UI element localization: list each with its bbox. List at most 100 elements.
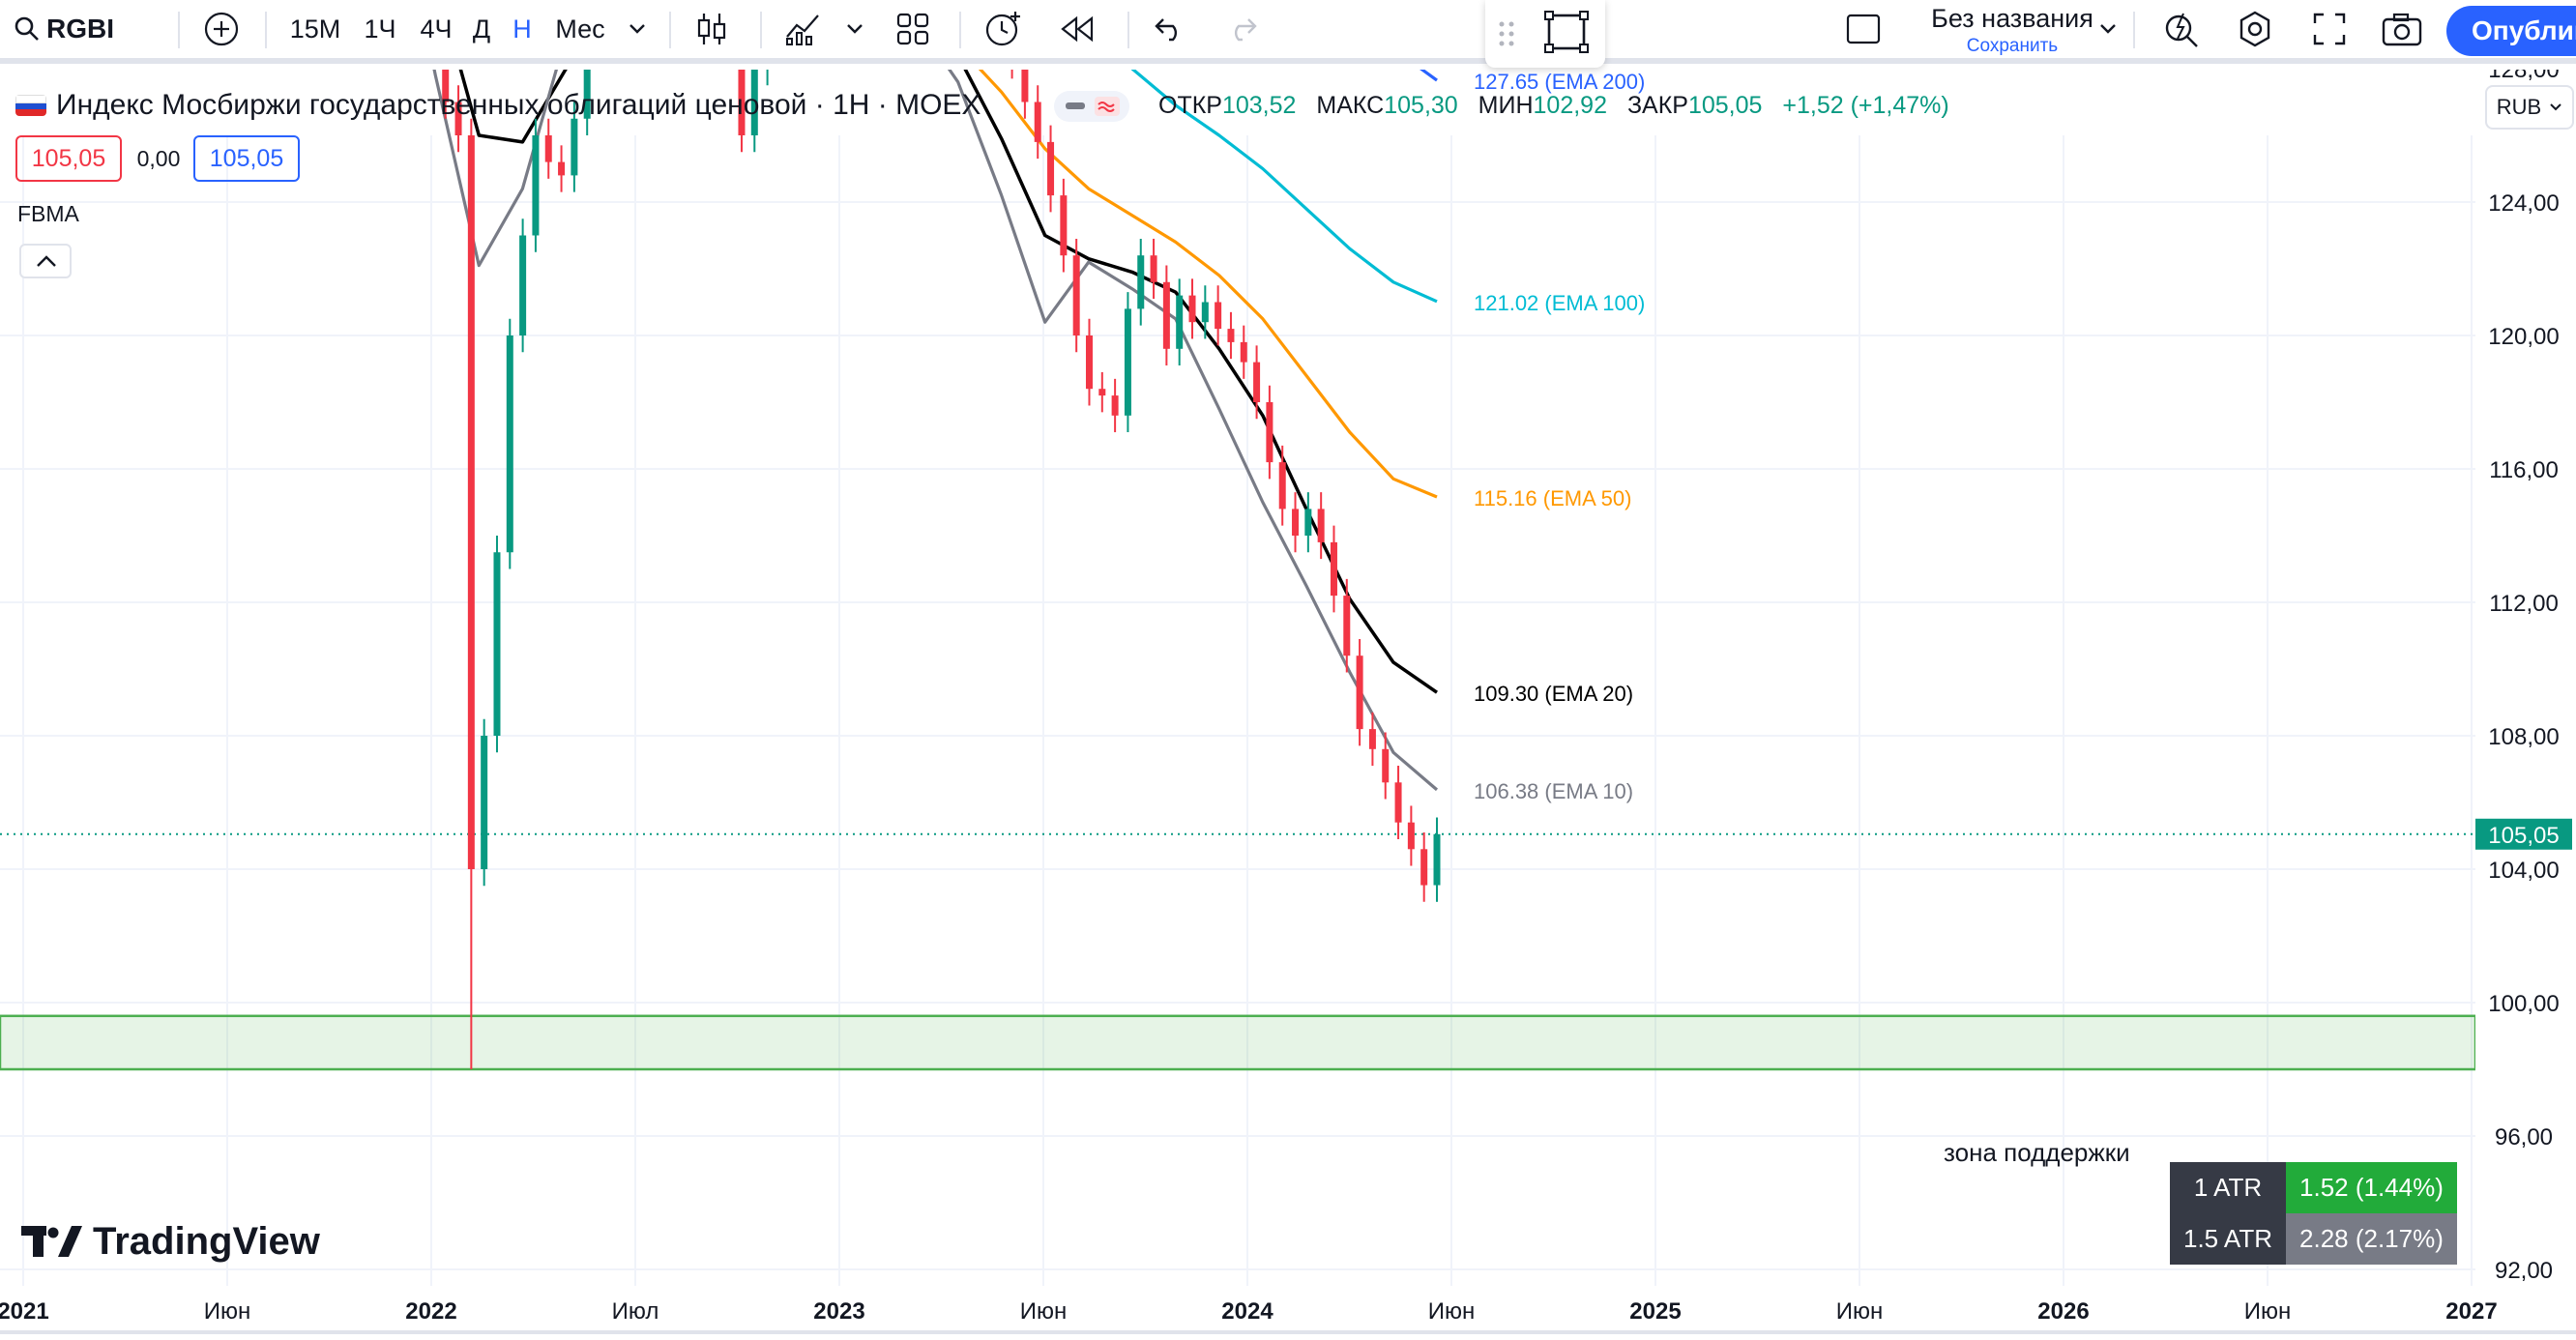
- ema-label: 106.38 (EMA 10): [1474, 779, 1633, 803]
- candle-body: [532, 135, 540, 236]
- fullscreen-button[interactable]: [2311, 0, 2348, 58]
- publish-button[interactable]: Опублик: [2446, 6, 2576, 56]
- layout-icon: [1846, 14, 1881, 44]
- price-tick-label: 128,00: [2488, 70, 2559, 83]
- candle-body: [1304, 509, 1312, 536]
- symbol-search-button[interactable]: RGBI: [14, 0, 120, 58]
- candle-body: [442, 70, 450, 102]
- layout-save-link[interactable]: Сохранить: [1966, 36, 2059, 56]
- tradingview-logo[interactable]: TradingView: [21, 1220, 320, 1264]
- low-value: 102,92: [1533, 92, 1607, 119]
- candle-body: [544, 135, 552, 162]
- candle-body: [1356, 655, 1363, 730]
- time-tick-label: Июн: [204, 1298, 251, 1325]
- candle-body: [1433, 833, 1441, 886]
- candle-body: [1047, 141, 1055, 196]
- timeframe-week[interactable]: Н: [512, 14, 532, 44]
- high-value: 105,30: [1384, 92, 1458, 119]
- timeframe-month[interactable]: Мес: [555, 14, 605, 44]
- candle-body: [493, 552, 501, 736]
- snapshot-button[interactable]: [2381, 0, 2423, 58]
- settings-button[interactable]: [2236, 0, 2274, 58]
- legend-toggle[interactable]: [1054, 91, 1129, 122]
- candle-body: [1124, 308, 1131, 416]
- timeframe-day[interactable]: Д: [472, 14, 491, 44]
- fullscreen-select-icon[interactable]: [1543, 10, 1590, 54]
- ema-lines[interactable]: [0, 70, 1439, 792]
- candle-body: [583, 70, 591, 119]
- support-zone[interactable]: [0, 1014, 2477, 1071]
- alert-button[interactable]: [982, 0, 1025, 58]
- redo-icon: [1234, 18, 1257, 42]
- candle-body: [750, 70, 758, 135]
- time-tick-label: 2024: [1221, 1298, 1273, 1325]
- indicator-name[interactable]: FBMA: [17, 201, 79, 226]
- time-tick-label: Июн: [1020, 1298, 1068, 1325]
- candle-body: [519, 235, 527, 335]
- price-tick-label: 124,00: [2488, 190, 2559, 217]
- candle-body: [1188, 295, 1196, 323]
- candle-body: [1098, 389, 1106, 396]
- change-value: +1,52 (+1,47%): [1782, 92, 1949, 119]
- floating-toolbar: [1485, 0, 1605, 68]
- indicators-dropdown[interactable]: [843, 0, 866, 58]
- buy-price-button[interactable]: 105,05: [193, 135, 300, 182]
- layout-name[interactable]: Без названия Сохранить: [1911, 4, 2114, 57]
- templates-button[interactable]: [893, 0, 932, 58]
- timeframe-4h[interactable]: 4Ч: [420, 14, 453, 44]
- chevron-down-icon: [2550, 103, 2561, 111]
- price-axis-bg: [2475, 135, 2576, 1286]
- candle-body: [1407, 822, 1415, 850]
- price-tick-label: 112,00: [2489, 591, 2559, 617]
- time-axis[interactable]: 2021 Июн 2022 Июл 2023 Июн 2024 Июн 2025 Июн 2026 И…: [0, 1298, 2498, 1325]
- indicators-dropdown-icon: [847, 24, 863, 34]
- candle-body: [1317, 509, 1325, 542]
- price-axis[interactable]: 92,00 96,00 100,00 104,00 108,00 112,00 116,00…: [2488, 70, 2559, 1284]
- redo-button[interactable]: [1224, 0, 1259, 58]
- alert-icon: [985, 12, 1020, 46]
- grid: [0, 135, 2475, 1286]
- replay-button[interactable]: [1058, 0, 1097, 58]
- collapse-legend-button[interactable]: [19, 244, 72, 278]
- legend-title: Индекс Мосбиржи государственных облигаци…: [56, 89, 981, 121]
- layout-dropdown[interactable]: [2096, 0, 2120, 58]
- sell-price-button[interactable]: 105,05: [15, 135, 122, 182]
- time-tick-label: 2027: [2445, 1298, 2497, 1325]
- candle-body: [1085, 335, 1093, 390]
- candles[interactable]: [5, 70, 1441, 1069]
- last-price-text: 105,05: [2488, 823, 2559, 849]
- atr-key: 1.5 ATR: [2170, 1213, 2287, 1265]
- replay-icon: [1061, 15, 1094, 43]
- quick-search-button[interactable]: [2162, 0, 2201, 58]
- timeframe-15m[interactable]: 15M: [289, 14, 341, 44]
- price-tick-label: 96,00: [2495, 1124, 2553, 1151]
- ema-label: 115.16 (EMA 50): [1474, 486, 1631, 510]
- wave-icon: [1095, 97, 1120, 116]
- symbol-legend[interactable]: Индекс Мосбиржи государственных облигаци…: [15, 89, 981, 122]
- bar-style-button[interactable]: [690, 0, 733, 58]
- timeframe-1h[interactable]: 1Ч: [364, 14, 396, 44]
- candle-body: [558, 161, 566, 176]
- candle-body: [1420, 849, 1428, 886]
- ema-line: [1420, 70, 1438, 82]
- ema-label: 121.02 (EMA 100): [1474, 291, 1645, 315]
- drag-handle-icon[interactable]: [1497, 19, 1516, 48]
- timeframe-dropdown[interactable]: [625, 0, 650, 58]
- layout-title: Без названия: [1931, 4, 2093, 33]
- candle-body: [1021, 70, 1029, 102]
- candle-body: [1162, 281, 1170, 349]
- settings-icon: [2239, 11, 2270, 47]
- ema-line: [978, 70, 1438, 499]
- support-zone-label: зона поддержки: [1944, 1138, 2130, 1167]
- currency-selector[interactable]: RUB: [2485, 85, 2574, 130]
- add-symbol-button[interactable]: [199, 0, 244, 58]
- undo-icon: [1155, 18, 1178, 42]
- price-chart[interactable]: 127.65 (EMA 200) 121.02 (EMA 100) 115.16 (…: [0, 70, 2576, 1340]
- candle-body: [454, 102, 462, 135]
- candle-body: [1240, 341, 1247, 363]
- time-tick-label: 2026: [2037, 1298, 2089, 1325]
- price-tick-label: 104,00: [2488, 858, 2559, 884]
- indicators-button[interactable]: [781, 0, 824, 58]
- undo-button[interactable]: [1153, 0, 1187, 58]
- layout-button[interactable]: [1843, 0, 1884, 58]
